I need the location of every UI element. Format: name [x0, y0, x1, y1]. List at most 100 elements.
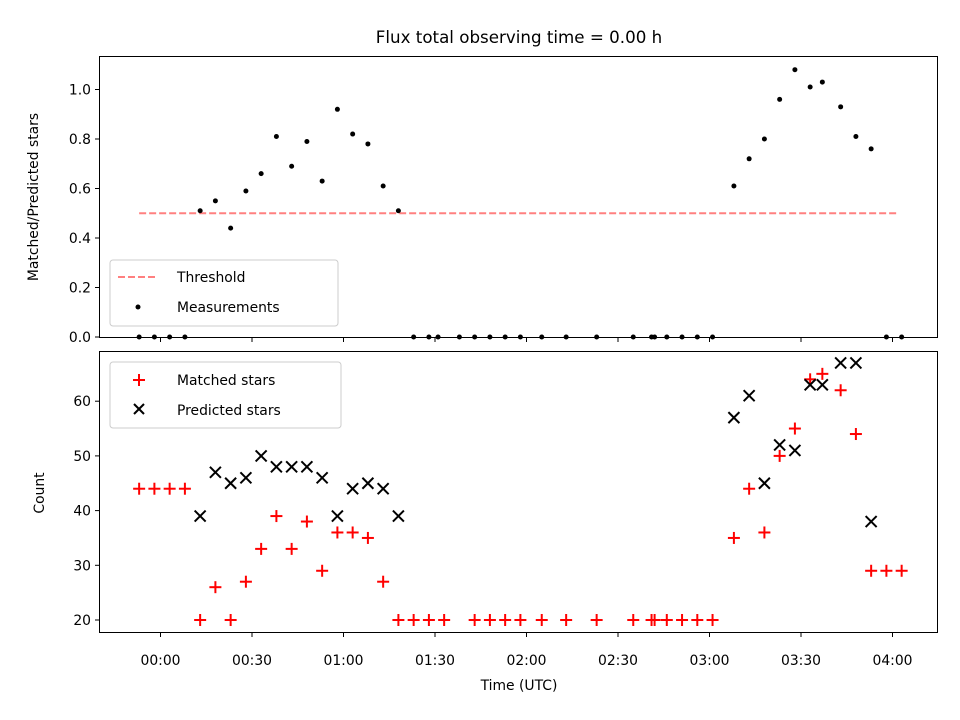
matched-star-point — [438, 614, 451, 626]
matched-star-point — [209, 581, 222, 594]
measurement-point — [350, 131, 356, 137]
figure-title: Flux total observing time = 0.00 h — [376, 27, 662, 47]
matched-star-point — [468, 614, 481, 626]
predicted-star-point — [239, 471, 253, 484]
predicted-star-point — [864, 515, 878, 528]
matched-star-point — [422, 614, 435, 626]
matched-star-point — [788, 422, 801, 435]
plot-frame — [99, 56, 938, 338]
legend-threshold-label: Threshold — [176, 270, 245, 286]
matched-star-point — [660, 614, 673, 626]
x-tick-label: 03:30 — [781, 653, 821, 669]
predicted-star-point — [392, 509, 405, 523]
predicted-star-point — [773, 438, 786, 452]
matched-star-point — [691, 614, 704, 626]
measurement-point — [853, 134, 859, 140]
y-tick-label: 50 — [73, 449, 91, 465]
predicted-star-point — [331, 509, 344, 523]
measurement-point — [777, 96, 783, 102]
measurement-point — [289, 163, 295, 169]
x-tick-label: 01:30 — [415, 653, 455, 669]
flux-ratio-axes: 0.0 0.2 0.4 0.6 0.8 1.0 — [69, 83, 893, 346]
legend-predicted-label: Predicted stars — [177, 403, 281, 419]
x-tick-label: 03:00 — [689, 653, 729, 669]
x-axis-title: Time (UTC) — [480, 678, 558, 694]
matched-star-point — [239, 575, 252, 588]
matched-star-point — [148, 482, 161, 495]
matched-star-point — [706, 614, 719, 626]
predicted-star-point — [254, 449, 268, 463]
y-tick-label: 0.4 — [69, 231, 91, 247]
y-tick-label: 1.0 — [69, 83, 91, 99]
matched-star-point — [346, 526, 359, 539]
star-count-marks — [133, 356, 908, 626]
predicted-star-point — [849, 356, 863, 370]
y-tick-label: 0.0 — [69, 330, 91, 346]
matched-star-point — [499, 614, 512, 626]
measurement-point — [334, 106, 340, 112]
matched-star-point — [194, 614, 207, 626]
y-tick-label: 0.2 — [69, 281, 91, 297]
matched-star-point — [590, 614, 603, 626]
matched-star-point — [648, 614, 661, 626]
matched-star-point — [133, 482, 146, 495]
measurement-point — [304, 138, 310, 144]
matched-star-point — [895, 564, 908, 577]
matched-star-point — [865, 564, 878, 577]
matched-star-point — [804, 373, 817, 386]
legend-frame — [109, 361, 342, 429]
legend-matched-label: Matched stars — [177, 373, 275, 389]
y-axis-title-count: Count — [32, 472, 48, 514]
legend-measurements-label: Measurements — [177, 300, 280, 316]
matched-star-point — [773, 449, 786, 462]
flux-ratio-panel: 0.0 0.2 0.4 0.6 0.8 1.0 Matched/Predicted sta… — [26, 56, 938, 346]
matched-star-point — [392, 614, 405, 626]
matched-star-point — [377, 575, 390, 588]
matched-star-point — [849, 428, 862, 441]
matched-star-point — [224, 614, 237, 626]
predicted-star-point — [224, 477, 237, 490]
matched-star-point — [743, 482, 756, 495]
matched-star-point — [676, 614, 689, 626]
star-count-panel: 00:00 00:30 01:00 01:30 02:00 02:30 03:00 03:30… — [32, 351, 938, 694]
matched-star-point — [285, 542, 298, 555]
predicted-star-point — [742, 389, 756, 402]
y-tick-label: 0.6 — [69, 182, 91, 198]
predicted-star-point — [346, 482, 359, 495]
y-tick-label: 20 — [73, 613, 91, 629]
matched-star-point — [178, 482, 191, 495]
measurement-point — [746, 156, 752, 162]
predicted-star-point — [209, 466, 222, 479]
x-tick-label: 02:30 — [598, 653, 638, 669]
measurement-point — [819, 79, 825, 85]
matched-star-point — [535, 614, 548, 626]
measurement-point — [212, 198, 218, 204]
legend-count: Matched stars Predicted stars — [109, 361, 342, 429]
matched-star-point — [627, 614, 640, 626]
measurement-point — [792, 67, 798, 73]
matched-star-point — [407, 614, 420, 626]
matched-star-point — [331, 526, 344, 539]
matched-star-point — [361, 531, 374, 544]
matched-star-point — [834, 384, 847, 397]
matched-star-point — [880, 564, 893, 577]
y-axis-title-ratio: Matched/Predicted stars — [26, 113, 42, 281]
legend-frame — [109, 259, 339, 327]
predicted-star-point — [834, 356, 847, 370]
measurement-point — [365, 141, 371, 147]
measurement-point — [228, 225, 234, 231]
legend-ratio: Threshold Measurements — [109, 259, 339, 327]
measurement-point — [761, 136, 767, 142]
measurement-point — [243, 188, 249, 194]
predicted-star-point — [788, 444, 802, 457]
x-tick-label: 01:00 — [323, 653, 363, 669]
matched-star-point — [316, 564, 329, 577]
measurement-point — [807, 84, 813, 90]
predicted-star-point — [758, 477, 771, 490]
matched-star-point — [816, 367, 829, 380]
y-tick-label: 0.8 — [69, 132, 91, 148]
predicted-star-point — [803, 378, 817, 391]
matched-star-point — [758, 526, 771, 539]
legend-predicted-swatch — [133, 403, 145, 415]
